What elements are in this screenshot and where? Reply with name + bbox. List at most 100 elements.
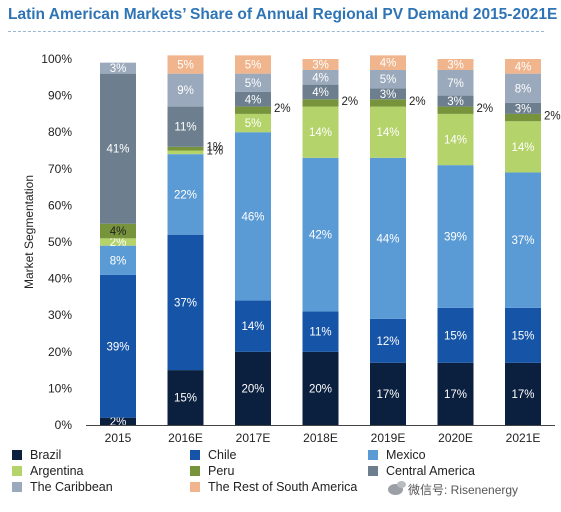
bar-segment bbox=[302, 59, 339, 70]
data-label: 2% bbox=[409, 96, 426, 108]
x-axis: 2015 2016E 2017E 2018E 2019E 2020E 2021E bbox=[86, 425, 555, 445]
legend-label: Central America bbox=[386, 464, 475, 478]
x-tick-label: 2017E bbox=[236, 431, 271, 445]
data-label: 3% bbox=[110, 63, 127, 75]
data-label: 8% bbox=[515, 83, 532, 95]
legend-label: Peru bbox=[208, 464, 235, 478]
bar-segment bbox=[167, 73, 204, 107]
bars: 2%39%8%2%4%41%3%15%37%22%1%1%11%9%5%20%1… bbox=[100, 55, 561, 428]
legend-swatch bbox=[12, 450, 22, 460]
data-label: 1% bbox=[207, 145, 224, 157]
bar-segment bbox=[370, 99, 406, 107]
data-label: 14% bbox=[444, 135, 467, 147]
bar-segment bbox=[100, 62, 136, 74]
stacked-bar-chart: 0% 10% 20% 30% 40% 50% 60% 70% 80% 90% 100% 2% 39% 8… bbox=[22, 52, 561, 445]
bar-segment bbox=[302, 99, 339, 107]
data-label: 4% bbox=[245, 94, 262, 106]
bar-segment bbox=[370, 69, 406, 89]
data-label: 46% bbox=[241, 211, 264, 223]
legend-swatch bbox=[12, 466, 22, 476]
data-label: 20% bbox=[309, 383, 332, 395]
data-label: 3% bbox=[380, 89, 397, 101]
bar-segment bbox=[370, 88, 406, 100]
bar-segment bbox=[235, 113, 271, 133]
x-tick-label: 2019E bbox=[371, 431, 406, 445]
bar-segment bbox=[302, 351, 339, 425]
bar-segment bbox=[167, 55, 204, 74]
data-label: 4% bbox=[515, 61, 532, 73]
y-tick-label: 0% bbox=[55, 418, 73, 432]
legend-item: Chile bbox=[190, 448, 237, 462]
legend-item: The Caribbean bbox=[12, 480, 113, 494]
bar-segment bbox=[370, 55, 406, 70]
legend-item: The Rest of South America bbox=[190, 480, 357, 494]
data-label: 3% bbox=[447, 96, 464, 108]
bar-segment bbox=[437, 106, 474, 114]
bar-segment bbox=[235, 55, 271, 74]
data-label: 11% bbox=[309, 327, 331, 339]
bar-segment bbox=[302, 311, 339, 352]
bar-segment bbox=[302, 157, 339, 312]
y-tick-label: 60% bbox=[48, 198, 72, 212]
bar-stack-2015: 2%39%8%2%4%41%3% bbox=[100, 62, 136, 428]
legend-label: The Rest of South America bbox=[208, 480, 358, 494]
data-label: 2% bbox=[274, 103, 291, 115]
data-label: 15% bbox=[174, 393, 197, 405]
bar-segment bbox=[167, 234, 204, 371]
legend-item: Central America bbox=[368, 464, 475, 478]
data-label: 15% bbox=[444, 330, 467, 342]
bar-segment bbox=[505, 59, 541, 74]
legend-item: Mexico bbox=[368, 448, 426, 462]
data-label: 2% bbox=[477, 103, 494, 115]
data-label: 3% bbox=[447, 59, 464, 71]
bar-segment bbox=[505, 307, 541, 363]
data-label: 14% bbox=[511, 142, 534, 154]
y-tick-label: 100% bbox=[41, 52, 72, 66]
bar-segment bbox=[100, 238, 136, 246]
data-label: 12% bbox=[376, 336, 399, 348]
data-label: 5% bbox=[245, 78, 262, 90]
bar-segment bbox=[437, 165, 474, 308]
data-label: 17% bbox=[444, 389, 467, 401]
bar-segment bbox=[437, 59, 474, 70]
x-tick-label: 2021E bbox=[506, 431, 541, 445]
legend-item: Brazil bbox=[12, 448, 61, 462]
y-axis: 0% 10% 20% 30% 40% 50% 60% 70% 80% 90% 100% bbox=[41, 52, 72, 432]
bar-segment bbox=[167, 106, 204, 147]
bar-segment bbox=[370, 362, 406, 425]
chart-title: Latin American Markets’ Share of Annual … bbox=[8, 6, 558, 23]
bar-stack-2021E: 17% 15% 37% 14% 2% 3% 8% 4% bbox=[505, 59, 561, 425]
bar-segment bbox=[235, 132, 271, 301]
x-tick-label: 2020E bbox=[438, 431, 473, 445]
bar-segment bbox=[167, 150, 204, 155]
legend-swatch bbox=[12, 482, 22, 492]
bar-stack-2016E: 15%37%22%1%1%11%9%5% bbox=[167, 55, 224, 425]
bar-segment bbox=[302, 84, 339, 100]
bar-segment bbox=[437, 69, 474, 96]
y-tick-label: 50% bbox=[48, 235, 72, 249]
data-label: 14% bbox=[241, 321, 264, 333]
legend-label: The Caribbean bbox=[30, 480, 113, 494]
legend-swatch bbox=[368, 450, 378, 460]
bar-segment bbox=[505, 73, 541, 103]
bar-segment bbox=[100, 245, 136, 275]
y-tick-label: 10% bbox=[48, 381, 72, 395]
data-label: 22% bbox=[174, 189, 197, 201]
legend-label: Argentina bbox=[30, 464, 84, 478]
watermark: 微信号: Risenenergy bbox=[388, 481, 518, 498]
data-label: 11% bbox=[174, 122, 196, 134]
data-label: 5% bbox=[177, 59, 194, 71]
legend-swatch bbox=[368, 466, 378, 476]
legend-label: Mexico bbox=[386, 448, 426, 462]
bar-stack-2019E: 17% 12% 44% 14% 2% 3% 5% 4% bbox=[370, 55, 426, 425]
data-label: 9% bbox=[177, 85, 194, 97]
bar-segment bbox=[100, 73, 136, 224]
bar-segment bbox=[167, 154, 204, 235]
data-label: 5% bbox=[380, 74, 397, 86]
y-tick-label: 90% bbox=[48, 89, 72, 103]
bar-segment bbox=[167, 370, 204, 425]
bar-segment bbox=[100, 417, 136, 425]
x-tick-label: 2016E bbox=[168, 431, 203, 445]
data-label: 37% bbox=[174, 297, 197, 309]
title-divider bbox=[8, 31, 544, 32]
